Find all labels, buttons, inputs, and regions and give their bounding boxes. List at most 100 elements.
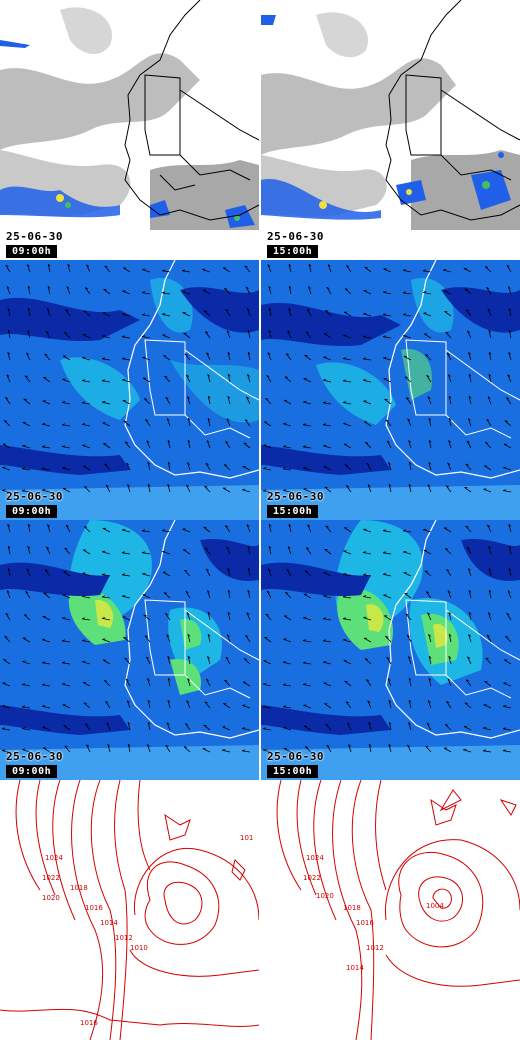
- wind-arrow-head: [322, 639, 327, 642]
- wind-arrow: [204, 547, 211, 555]
- wind-arrow-head: [5, 612, 9, 616]
- wind-arrow-head: [446, 701, 450, 704]
- wind-arrow: [447, 374, 452, 383]
- wind-arrow: [184, 570, 191, 577]
- wind-arrow: [226, 330, 231, 339]
- wind-arrow-head: [82, 423, 86, 425]
- wind-arrow: [486, 634, 492, 643]
- wind-arrow: [406, 634, 412, 643]
- wind-arrow-head: [244, 658, 248, 660]
- panel-divider: [259, 0, 261, 780]
- wind-arrow-head: [383, 356, 387, 359]
- wind-arrow-head: [262, 489, 267, 492]
- wind-arrow-head: [283, 726, 287, 729]
- wind-arrow-head: [106, 722, 110, 725]
- wind-arrow: [244, 265, 251, 273]
- wind-arrow-head: [288, 264, 292, 267]
- wind-arrow: [368, 744, 372, 753]
- wind-arrow: [386, 656, 392, 665]
- wind-arrow-head: [506, 612, 510, 616]
- wind-arrow: [202, 289, 211, 295]
- wind-arrow: [122, 595, 131, 599]
- wind-arrow: [66, 286, 71, 295]
- wind-arrow-head: [21, 705, 26, 708]
- wind-arrow-head: [82, 356, 86, 359]
- wind-arrow-head: [127, 743, 131, 747]
- wind-arrow: [423, 312, 432, 317]
- wind-arrow: [202, 748, 211, 753]
- wind-arrow-head: [508, 545, 512, 549]
- wind-arrow-head: [263, 444, 267, 446]
- wind-arrow: [506, 613, 512, 621]
- wind-arrow-head: [428, 678, 432, 681]
- wind-arrow: [483, 465, 492, 471]
- wind-arrow-head: [288, 285, 292, 289]
- wind-arrow: [383, 268, 392, 273]
- wind-arrow: [7, 308, 11, 317]
- wind-arrow: [508, 524, 512, 533]
- wind-arrow: [242, 750, 251, 753]
- wind-arrow-head: [425, 354, 429, 356]
- wind-arrow-head: [488, 589, 492, 593]
- wind-arrow-head: [364, 658, 368, 660]
- wind-arrow-head: [245, 635, 249, 638]
- wind-arrow: [486, 419, 492, 427]
- wind-arrow: [82, 380, 91, 383]
- wind-arrow-head: [427, 612, 431, 615]
- wind-arrow: [2, 467, 11, 471]
- wind-arrow: [62, 594, 71, 599]
- wind-arrow-head: [227, 568, 231, 571]
- wind-arrow: [7, 352, 11, 361]
- wind-arrow: [423, 270, 432, 273]
- wind-arrow-head: [465, 525, 469, 528]
- wind-arrow-head: [82, 660, 86, 663]
- wind-arrow: [448, 634, 452, 643]
- isobar-label: 1012: [115, 934, 133, 942]
- wind-arrow: [104, 463, 111, 471]
- wind-arrow-head: [225, 308, 229, 312]
- wind-arrow: [147, 484, 151, 493]
- wind-arrow-head: [84, 486, 88, 488]
- wind-arrow-head: [187, 634, 191, 637]
- wind-arrow-head: [407, 418, 411, 421]
- wind-arrow: [368, 722, 372, 731]
- wind-arrow-head: [46, 546, 50, 549]
- wind-arrow-head: [141, 313, 146, 316]
- wind-arrow: [146, 440, 151, 449]
- wind-arrow: [325, 723, 332, 731]
- wind-arrow: [363, 421, 372, 427]
- wind-arrow: [62, 402, 71, 405]
- satellite-panel-0900: 25-06-30 09:00h: [0, 0, 259, 260]
- wind-arrow: [4, 635, 11, 643]
- wind-arrow: [367, 700, 372, 709]
- wind-arrow: [403, 530, 412, 533]
- wind-arrow: [227, 374, 231, 383]
- wind-arrow: [122, 313, 131, 317]
- wind-arrow: [487, 524, 492, 533]
- wind-arrow: [467, 568, 472, 577]
- wind-arrow: [122, 400, 131, 405]
- wind-arrow: [506, 264, 512, 273]
- wind-arrow-head: [287, 546, 291, 549]
- wind-arrow-head: [487, 308, 491, 311]
- wind-arrow-head: [42, 423, 46, 425]
- wind-arrow-head: [267, 264, 271, 267]
- wind-arrow-head: [161, 529, 166, 531]
- wind-arrow-head: [308, 263, 312, 267]
- wind-arrow: [343, 550, 352, 555]
- wind-arrow: [226, 418, 231, 427]
- wind-arrow: [304, 354, 312, 361]
- wind-arrow: [162, 571, 171, 577]
- wind-arrow-head: [21, 727, 26, 729]
- wind-arrow-head: [224, 288, 228, 290]
- satellite-image: [0, 0, 259, 260]
- isobar-label: 1010: [130, 944, 148, 952]
- wind-arrow-head: [121, 335, 126, 338]
- wind-arrow-head: [206, 440, 210, 443]
- wind-arrow: [343, 402, 352, 405]
- wind-arrow: [205, 678, 211, 687]
- wind-arrow-head: [268, 568, 271, 571]
- wind-arrow-head: [408, 699, 412, 703]
- wind-arrow-head: [24, 614, 28, 616]
- wind-arrow: [488, 330, 492, 339]
